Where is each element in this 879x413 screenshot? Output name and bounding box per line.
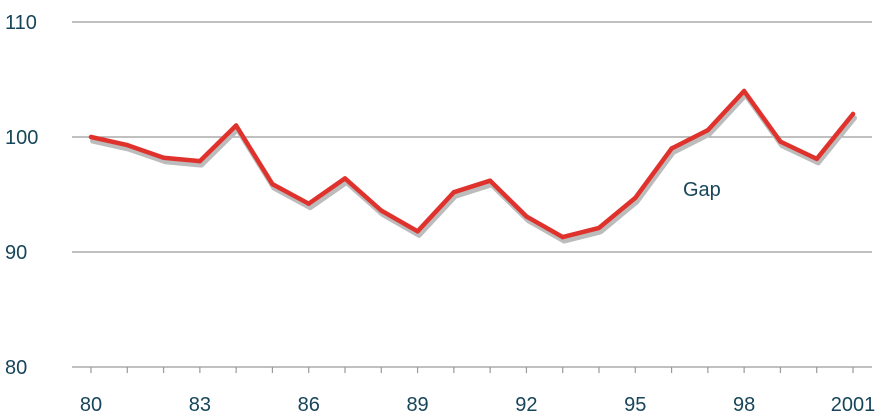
y-tick-label: 90 — [5, 242, 27, 264]
data-point — [741, 88, 747, 94]
y-tick-label: 100 — [5, 127, 38, 149]
series-label-gap: Gap — [683, 179, 721, 201]
x-tick-label: 80 — [80, 394, 102, 413]
data-point — [415, 229, 420, 234]
x-tick-label: 92 — [515, 394, 537, 413]
data-point — [306, 201, 311, 206]
data-point — [850, 111, 856, 117]
data-point — [669, 146, 674, 151]
data-point — [270, 181, 275, 187]
data-point — [778, 139, 783, 144]
data-point — [596, 225, 602, 231]
data-point — [197, 158, 203, 164]
data-point — [814, 156, 819, 162]
data-point — [524, 214, 529, 219]
x-tick-label: 95 — [624, 394, 646, 413]
series-group — [88, 88, 857, 244]
y-axis-tick-labels: 80 90 100 110 — [5, 12, 38, 379]
data-point — [161, 155, 166, 160]
series-line-shadow — [90, 92, 857, 244]
y-tick-label: 110 — [5, 12, 37, 34]
data-point — [88, 134, 94, 140]
data-point — [125, 142, 130, 148]
x-tick-label: 83 — [189, 394, 211, 413]
data-point — [633, 195, 638, 201]
gridlines — [72, 21, 872, 368]
data-point — [487, 178, 493, 183]
x-tick-label: 89 — [406, 394, 428, 413]
data-point — [379, 208, 384, 213]
data-point — [560, 234, 565, 240]
x-tick-label: 98 — [733, 394, 755, 413]
y-tick-label: 80 — [5, 357, 27, 379]
x-axis-tick-labels: 80 83 86 89 92 95 98 2001 — [80, 394, 875, 413]
x-axis-ticks — [90, 367, 854, 373]
data-point — [705, 127, 711, 133]
data-point — [451, 190, 457, 195]
data-point — [233, 123, 239, 128]
x-tick-label: 2001 — [831, 394, 876, 413]
series-line-gap — [88, 88, 856, 240]
data-point — [342, 176, 348, 181]
x-tick-label: 86 — [298, 394, 320, 413]
